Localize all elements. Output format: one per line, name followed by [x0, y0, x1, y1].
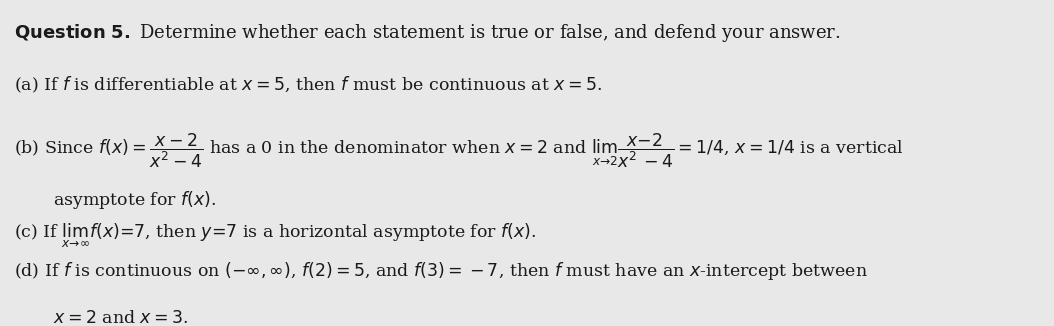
- Text: $x = 2$ and $x = 3$.: $x = 2$ and $x = 3$.: [53, 310, 188, 326]
- Text: (d) If $f$ is continuous on $(-\infty, \infty)$, $f(2) = 5$, and $f(3) = -7$, th: (d) If $f$ is continuous on $(-\infty, \…: [14, 260, 867, 282]
- Text: (c) If $\lim_{x \to \infty} f(x) = 7$, then $y = 7$ is a horizontal asymptote fo: (c) If $\lim_{x \to \infty} f(x) = 7$, t…: [14, 222, 536, 250]
- Text: (a) If $f$ is differentiable at $x = 5$, then $f$ must be continuous at $x = 5$.: (a) If $f$ is differentiable at $x = 5$,…: [14, 75, 602, 95]
- Text: asymptote for $f(x)$.: asymptote for $f(x)$.: [53, 188, 216, 211]
- Text: $\mathbf{Question\ 5.}$ Determine whether each statement is true or false, and d: $\mathbf{Question\ 5.}$ Determine whethe…: [14, 22, 841, 44]
- Text: (b) Since $f(x) = \dfrac{x-2}{x^2-4}$ has a 0 in the denominator when $x = 2$ an: (b) Since $f(x) = \dfrac{x-2}{x^2-4}$ ha…: [14, 131, 903, 170]
